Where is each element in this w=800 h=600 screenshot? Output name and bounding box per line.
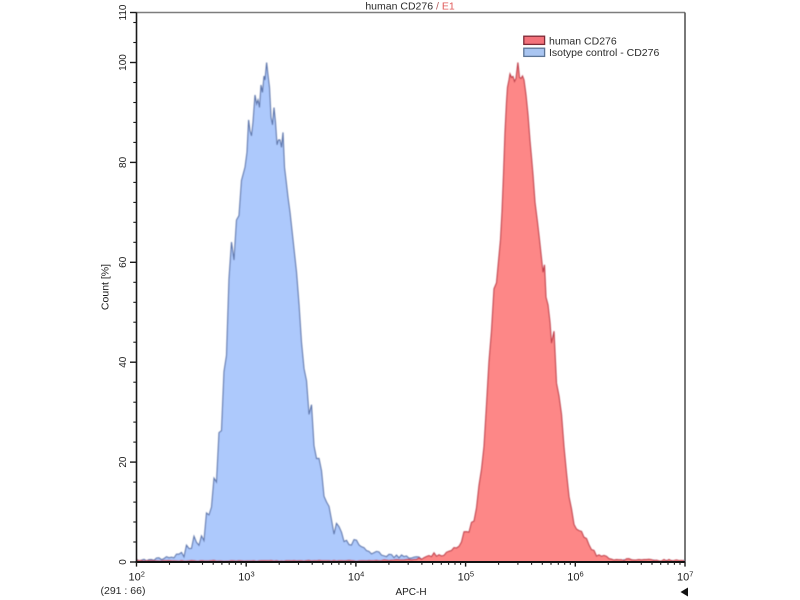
svg-text:APC-H: APC-H (395, 587, 426, 598)
svg-text:Count [%]: Count [%] (100, 264, 112, 310)
svg-text:60: 60 (118, 256, 129, 268)
svg-text:(291 : 66): (291 : 66) (101, 585, 146, 597)
svg-text:human CD276: human CD276 (549, 36, 617, 48)
svg-text:80: 80 (118, 156, 129, 168)
svg-text:110: 110 (118, 4, 129, 20)
svg-text:0: 0 (118, 559, 129, 565)
svg-text:human CD276 / E1: human CD276 / E1 (365, 1, 454, 13)
svg-text:20: 20 (118, 456, 129, 468)
svg-text:Isotype control - CD276: Isotype control - CD276 (549, 47, 659, 59)
svg-text:100: 100 (118, 54, 129, 71)
svg-text:40: 40 (118, 356, 129, 368)
